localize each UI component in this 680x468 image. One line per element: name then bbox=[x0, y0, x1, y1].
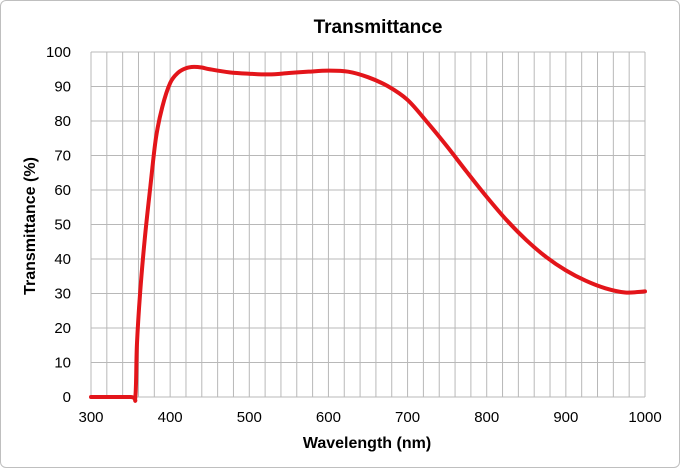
x-tick-label: 500 bbox=[237, 409, 262, 426]
y-tick-label: 40 bbox=[54, 251, 71, 268]
y-tick-label: 30 bbox=[54, 286, 71, 303]
chart-title: Transmittance bbox=[314, 17, 443, 38]
tick-labels: 300 400 500 600 700 800 900 1000 0 10 20 30 40 50 60 70… bbox=[46, 44, 662, 426]
x-tick-label: 300 bbox=[78, 409, 103, 426]
x-tick-label: 700 bbox=[395, 409, 420, 426]
y-axis-label: Transmittance (%) bbox=[22, 157, 39, 295]
y-tick-label: 80 bbox=[54, 113, 71, 130]
x-tick-label: 900 bbox=[553, 409, 578, 426]
x-tick-label: 600 bbox=[316, 409, 341, 426]
series-layer bbox=[89, 64, 647, 403]
transmittance-series-line bbox=[89, 64, 647, 403]
x-tick-label: 400 bbox=[158, 409, 183, 426]
grid-layer bbox=[90, 51, 646, 398]
y-tick-label: 90 bbox=[54, 79, 71, 96]
y-tick-label: 60 bbox=[54, 182, 71, 199]
y-tick-label: 20 bbox=[54, 320, 71, 337]
y-tick-label: 0 bbox=[63, 389, 71, 406]
y-tick-label: 10 bbox=[54, 355, 71, 372]
y-tick-label: 50 bbox=[54, 217, 71, 234]
x-tick-label: 800 bbox=[474, 409, 499, 426]
y-tick-label: 70 bbox=[54, 148, 71, 165]
y-tick-label: 100 bbox=[46, 44, 71, 61]
x-axis-label: Wavelength (nm) bbox=[303, 435, 431, 452]
x-tick-label: 1000 bbox=[628, 409, 661, 426]
